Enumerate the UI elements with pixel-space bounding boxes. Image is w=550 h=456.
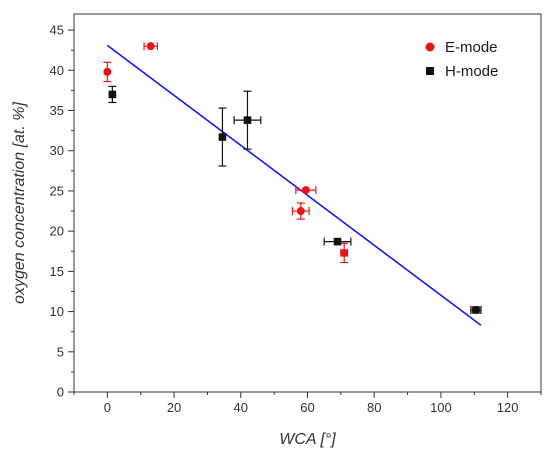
y-tick-label: 10 — [50, 304, 64, 319]
legend-marker-circle — [425, 42, 435, 52]
fit-line — [106, 44, 482, 326]
data-point — [103, 67, 112, 76]
data-points — [103, 42, 482, 314]
legend-label: E-mode — [445, 39, 498, 56]
x-tick-label: 120 — [497, 400, 519, 415]
x-tick-label: 100 — [430, 400, 452, 415]
y-tick-label: 30 — [50, 143, 64, 158]
series-e-mode — [103, 42, 482, 314]
data-point — [472, 306, 480, 314]
data-point — [108, 90, 117, 99]
data-point — [340, 248, 349, 257]
x-tick-label: 80 — [367, 400, 381, 415]
y-tick-label: 20 — [50, 224, 64, 239]
data-point — [146, 42, 155, 51]
legend: E-mode H-mode — [425, 39, 498, 80]
data-point — [218, 133, 227, 141]
series-h-mode — [108, 85, 482, 314]
x-tick-label: 60 — [300, 400, 314, 415]
data-point — [243, 116, 252, 124]
y-tick-label: 45 — [50, 23, 64, 38]
fit-line-group — [106, 44, 482, 326]
y-tick-label: 40 — [50, 63, 64, 78]
legend-marker-square — [426, 67, 434, 75]
y-tick-label: 35 — [50, 103, 64, 118]
y-tick-label: 25 — [50, 183, 64, 198]
x-tick-label: 20 — [167, 400, 181, 415]
data-point — [333, 237, 342, 246]
data-point — [296, 207, 305, 216]
x-tick-label: 0 — [104, 400, 111, 415]
y-tick-label: 0 — [57, 385, 64, 400]
x-tick-label: 40 — [234, 400, 248, 415]
y-tick-label: 15 — [50, 264, 64, 279]
x-axis-label: WCA [°] — [279, 431, 336, 448]
data-point — [301, 186, 310, 195]
y-tick-label: 5 — [57, 344, 64, 359]
legend-label: H-mode — [445, 63, 498, 80]
axes: 0 20 40 60 80 100 120 0 5 10 15 20 25 30 35 40 45 — [50, 13, 542, 415]
y-axis-label: oxygen concentration [at. %] — [11, 102, 28, 304]
